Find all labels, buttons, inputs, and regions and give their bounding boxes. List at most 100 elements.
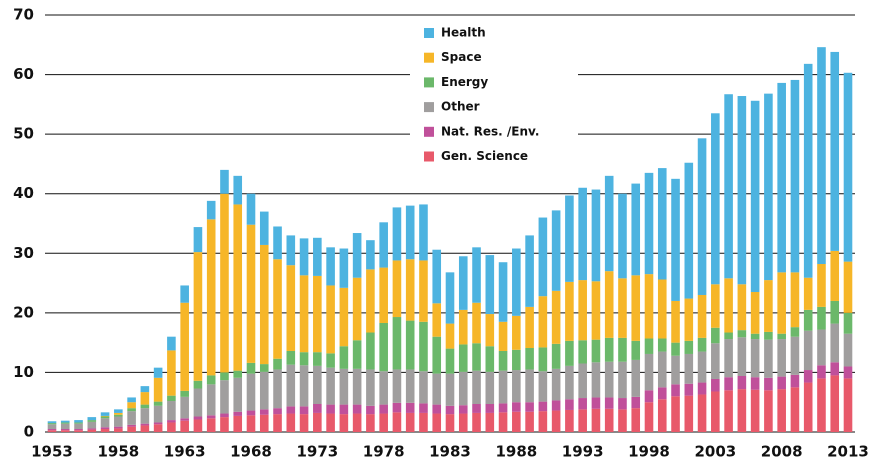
y-tick-label: 10	[13, 363, 34, 381]
bar-segment	[830, 250, 840, 301]
bar-segment	[206, 375, 216, 385]
bar-segment	[485, 314, 495, 347]
bar-segment	[167, 350, 176, 396]
bar-segment	[551, 210, 561, 291]
bar-segment	[472, 302, 481, 344]
bar-segment	[724, 377, 733, 391]
bar-segment	[604, 175, 614, 272]
bar-segment	[445, 414, 455, 432]
bar-segment	[644, 402, 654, 432]
bar-segment	[366, 405, 375, 415]
bar-segment	[419, 260, 428, 322]
bar-segment	[512, 315, 521, 350]
bar-segment	[379, 413, 388, 432]
bar-segment	[74, 430, 83, 432]
bar-segment	[777, 272, 786, 334]
bar-segment	[512, 248, 521, 316]
legend-background	[410, 21, 578, 167]
bar-segment	[140, 425, 150, 432]
bar-segment	[737, 376, 747, 390]
bar-segment	[803, 370, 813, 383]
bar-segment	[830, 362, 840, 376]
x-tick-label: 2008	[761, 443, 803, 461]
bar-segment	[47, 429, 57, 431]
bar-segment	[47, 421, 57, 424]
bar-segment	[432, 303, 442, 337]
bar-segment	[326, 285, 335, 354]
bar-segment	[843, 312, 853, 334]
bar-segment	[671, 396, 680, 432]
bar-segment	[339, 368, 349, 405]
bar-segment	[498, 262, 508, 322]
bar-segment	[127, 408, 136, 412]
legend-label: Space	[441, 50, 482, 64]
bar-segment	[790, 336, 800, 375]
bar-segment	[87, 420, 97, 422]
bar-segment	[512, 370, 521, 403]
bar-segment	[764, 390, 773, 432]
bar-segment	[684, 395, 694, 432]
bar-segment	[167, 395, 176, 402]
bar-segment	[750, 339, 760, 378]
bar-segment	[711, 391, 720, 432]
bar-segment	[512, 411, 521, 432]
bar-segment	[618, 193, 627, 279]
bar-segment	[458, 344, 468, 372]
bar-segment	[790, 387, 800, 432]
bar-segment	[750, 100, 760, 293]
bar-segment	[803, 63, 813, 278]
bar-segment	[711, 343, 720, 379]
bar-segment	[618, 398, 627, 410]
x-tick-label: 1963	[164, 443, 206, 461]
bar-segment	[843, 261, 853, 313]
bar-segment	[458, 413, 468, 432]
bar-segment	[551, 343, 561, 369]
bar-segment	[803, 309, 813, 331]
bar-segment	[671, 355, 680, 385]
bar-segment	[724, 332, 733, 340]
y-tick-label: 70	[13, 6, 34, 24]
bar-segment	[206, 384, 216, 416]
bar-segment	[803, 277, 813, 310]
bar-segment	[830, 300, 840, 324]
bar-segment	[458, 309, 468, 345]
bar-segment	[817, 47, 826, 265]
bar-segment	[565, 281, 574, 341]
bar-segment	[220, 413, 229, 418]
bar-segment	[684, 383, 694, 396]
bar-segment	[246, 373, 256, 411]
bar-segment	[193, 416, 203, 420]
bar-segment	[74, 422, 83, 424]
bar-segment	[750, 389, 760, 432]
bar-segment	[259, 364, 269, 372]
bar-segment	[525, 411, 534, 432]
bar-segment	[458, 256, 468, 310]
bar-segment	[803, 330, 813, 371]
bar-segment	[485, 412, 495, 432]
bar-segment	[512, 349, 521, 371]
bar-segment	[657, 399, 667, 432]
bar-segment	[246, 362, 256, 374]
bar-segment	[817, 365, 826, 379]
legend-label: Energy	[441, 75, 488, 89]
bar-segment	[565, 399, 574, 410]
bar-segment	[153, 422, 163, 425]
legend-swatch	[424, 77, 434, 88]
bar-segment	[830, 323, 840, 363]
bar-segment	[47, 430, 57, 432]
bar-segment	[604, 337, 614, 362]
bar-segment	[538, 296, 548, 348]
bar-segment	[432, 373, 442, 405]
bar-segment	[591, 281, 601, 340]
legend-swatch	[424, 126, 434, 137]
bar-segment	[684, 298, 694, 341]
bar-segment	[578, 280, 587, 341]
bar-segment	[538, 411, 548, 432]
bar-segment	[565, 340, 574, 366]
bar-segment	[498, 350, 508, 371]
bar-segment	[140, 386, 150, 393]
bar-segment	[392, 412, 402, 432]
bar-segment	[711, 327, 720, 344]
bar-segment	[392, 369, 402, 403]
bar-segment	[724, 339, 733, 378]
